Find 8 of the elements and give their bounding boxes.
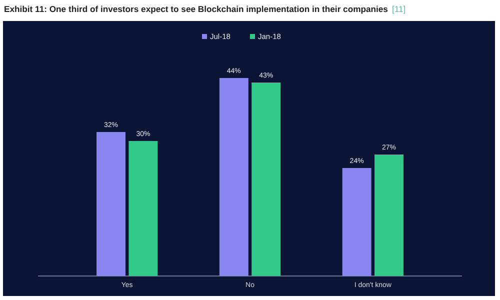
bar xyxy=(96,132,126,276)
bar xyxy=(219,78,248,276)
bar xyxy=(252,82,281,276)
bar xyxy=(342,168,372,276)
bar xyxy=(374,154,404,276)
bar xyxy=(128,141,158,276)
chart-title: Exhibit 11: One third of investors expect to see Blockchain implementation in their companies xyxy=(4,4,388,14)
text: [11] xyxy=(392,4,406,14)
